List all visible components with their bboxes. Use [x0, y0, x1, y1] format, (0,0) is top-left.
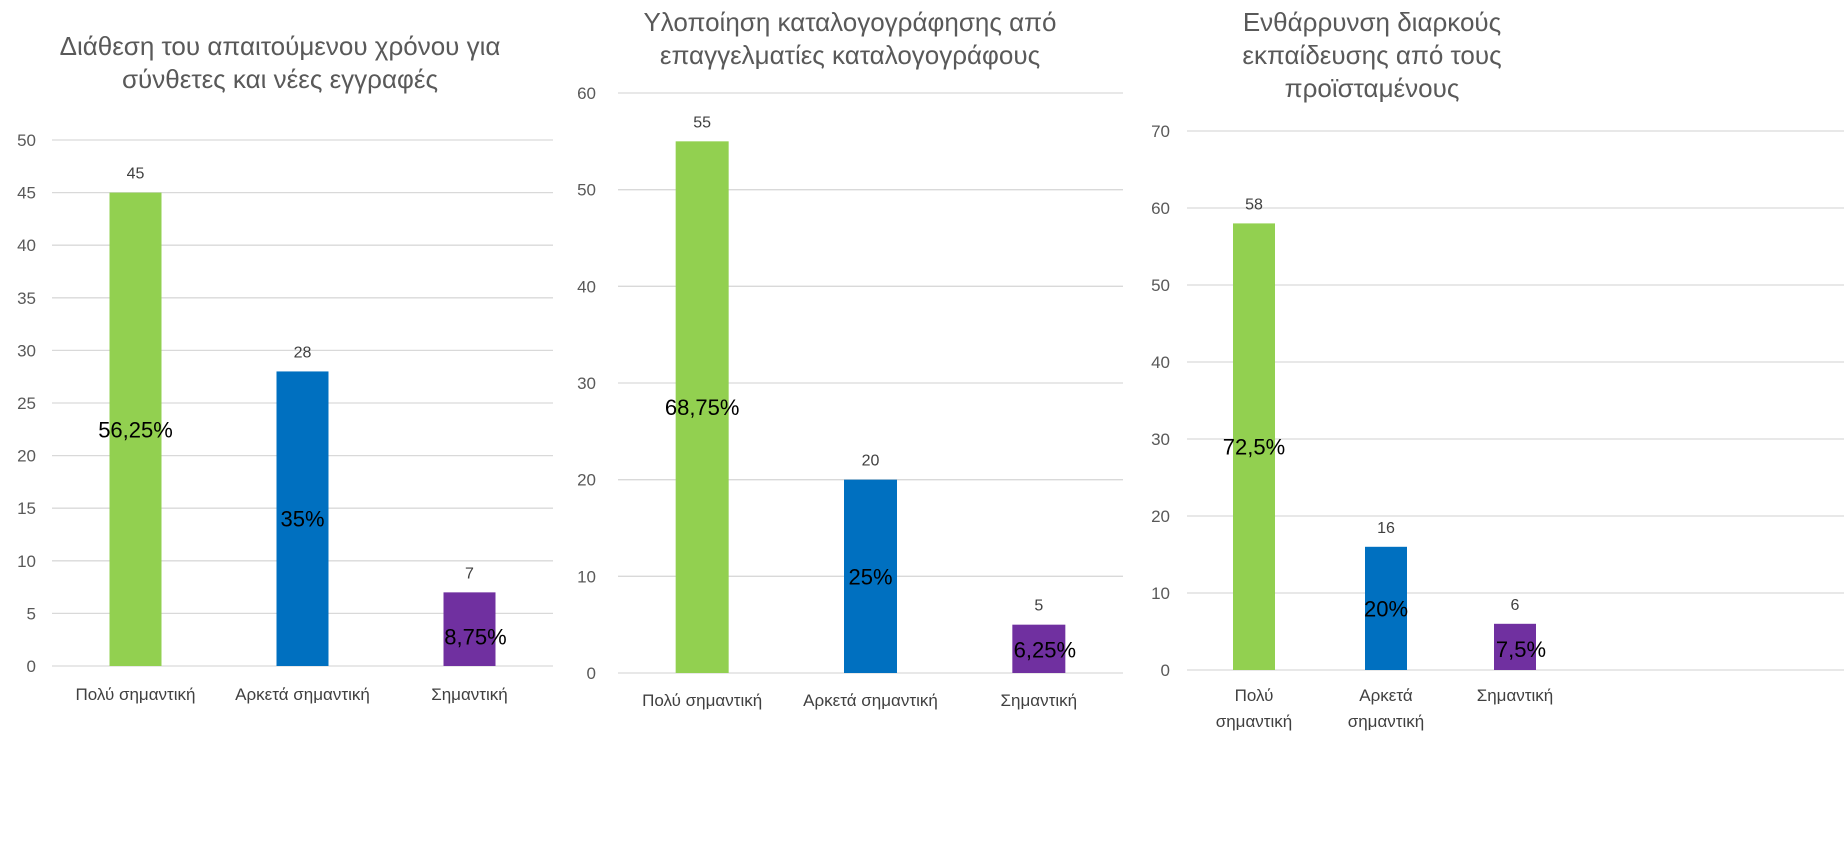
- bar: [1494, 623, 1536, 670]
- y-tick-label: 10: [577, 567, 596, 586]
- data-label: 58: [1245, 196, 1263, 213]
- y-tick-label: 45: [17, 184, 36, 203]
- data-label: 7: [465, 565, 474, 582]
- bar: [109, 192, 162, 666]
- y-tick-label: 50: [17, 131, 36, 150]
- percent-label: 8,75%: [444, 625, 506, 650]
- category-label: σημαντική: [1216, 712, 1293, 731]
- y-tick-label: 20: [17, 447, 36, 466]
- bar: [675, 141, 729, 674]
- percent-label: 68,75%: [665, 395, 740, 420]
- category-label: Πολύ σημαντική: [75, 685, 195, 704]
- percent-label: 6,25%: [1014, 638, 1076, 663]
- y-tick-label: 30: [17, 341, 36, 360]
- y-tick-label: 40: [17, 236, 36, 255]
- data-label: 28: [294, 344, 312, 361]
- y-tick-label: 15: [17, 499, 36, 518]
- bar: [1233, 223, 1275, 670]
- y-tick-label: 35: [17, 289, 36, 308]
- y-tick-label: 50: [1151, 276, 1170, 295]
- category-label: σημαντική: [1348, 712, 1425, 731]
- y-tick-label: 10: [1151, 584, 1170, 603]
- y-tick-label: 70: [1151, 122, 1170, 141]
- chart-3-title: Ενθάρρυνση διαρκούς εκπαίδευσης από τους…: [1242, 7, 1502, 103]
- y-tick-label: 40: [577, 277, 596, 296]
- chart-1-plot: 0 5 10 15 20 25 30 35 40 45 50 45 56,25% Πολύ σημαντι…: [17, 131, 553, 704]
- percent-label: 20%: [1364, 596, 1408, 621]
- bar: [844, 479, 897, 673]
- y-tick-label: 50: [577, 181, 596, 200]
- percent-label: 72,5%: [1223, 435, 1285, 460]
- category-label: Αρκετά σημαντική: [803, 691, 938, 710]
- percent-label: 25%: [848, 564, 892, 589]
- y-tick-label: 60: [1151, 199, 1170, 218]
- data-label: 55: [693, 114, 711, 131]
- chart-3: Ενθάρρυνση διαρκούς εκπαίδευσης από τους…: [1130, 0, 1844, 859]
- y-tick-label: 30: [1151, 430, 1170, 449]
- category-label: Αρκετά: [1359, 686, 1413, 705]
- category-label: Πολύ σημαντική: [642, 691, 762, 710]
- category-label: Σημαντική: [431, 685, 508, 704]
- category-label: Σημαντική: [1477, 686, 1554, 705]
- percent-label: 7,5%: [1496, 637, 1546, 662]
- y-tick-label: 10: [17, 552, 36, 571]
- chart-1-title: Διάθεση του απαιτούμενου χρόνου για σύνθ…: [59, 31, 501, 94]
- y-tick-label: 0: [587, 664, 596, 683]
- y-tick-label: 20: [577, 471, 596, 490]
- y-tick-label: 60: [577, 84, 596, 103]
- y-tick-label: 30: [577, 374, 596, 393]
- data-label: 5: [1034, 598, 1043, 615]
- category-label: Αρκετά σημαντική: [235, 685, 370, 704]
- y-tick-label: 0: [1161, 661, 1170, 680]
- bar: [443, 592, 496, 666]
- y-tick-label: 0: [27, 657, 36, 676]
- chart-2-plot: 0 10 20 30 40 50 60 55 68,75% Πολύ σημαντική 20 25%…: [577, 84, 1123, 710]
- bar: [1365, 546, 1407, 670]
- y-tick-label: 25: [17, 394, 36, 413]
- data-label: 6: [1511, 597, 1520, 614]
- chart-1: Διάθεση του απαιτούμενου χρόνου για σύνθ…: [0, 0, 560, 859]
- y-tick-label: 5: [27, 604, 36, 623]
- percent-label: 56,25%: [98, 417, 173, 442]
- category-label: Σημαντική: [1001, 691, 1078, 710]
- data-label: 16: [1377, 520, 1395, 537]
- chart-2: Υλοποίηση καταλογογράφησης από επαγγελμα…: [560, 0, 1130, 859]
- y-tick-label: 20: [1151, 507, 1170, 526]
- bar: [1012, 624, 1066, 673]
- data-label: 45: [127, 166, 145, 183]
- chart-2-title: Υλοποίηση καταλογογράφησης από επαγγελμα…: [643, 7, 1057, 70]
- category-label: Πολύ: [1235, 686, 1274, 705]
- chart-3-plot: 0 10 20 30 40 50 60 70 58 72,5% Πολύ σημαντική 16 20%…: [1151, 122, 1844, 731]
- percent-label: 35%: [280, 507, 324, 532]
- data-label: 20: [862, 453, 880, 470]
- bar: [276, 371, 329, 666]
- y-tick-label: 40: [1151, 353, 1170, 372]
